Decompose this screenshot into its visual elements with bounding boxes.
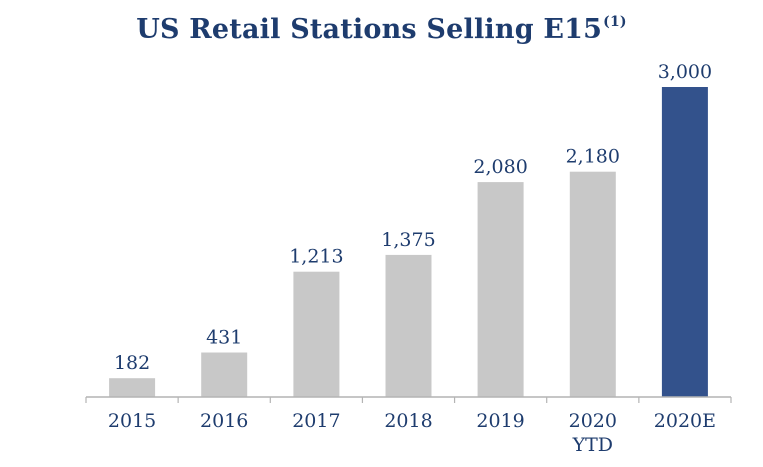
data-label: 1,375 — [381, 229, 435, 251]
bar-2018 — [385, 254, 432, 397]
x-tick-label: 2020 YTD — [569, 410, 617, 456]
x-tick-label: 2020E — [654, 410, 716, 432]
labels-layer: 182 2015 431 2016 1,213 2017 1,375 2018 2,080 201… — [108, 61, 716, 456]
chart-title-text: US Retail Stations Selling E15 — [136, 14, 603, 45]
bar-2020-ytd — [569, 171, 616, 397]
bars-layer — [109, 87, 708, 397]
bar-2015 — [109, 378, 156, 397]
chart-title: US Retail Stations Selling E15(1) — [0, 14, 763, 45]
data-label: 3,000 — [658, 61, 712, 83]
bar-2019 — [477, 182, 524, 397]
x-tick-label: 2019 — [476, 410, 524, 432]
axis-layer — [85, 396, 732, 403]
x-tick-label: 2015 — [108, 410, 156, 432]
bar-2016 — [201, 352, 248, 397]
data-label: 2,180 — [566, 146, 620, 168]
x-tick-label: 2018 — [384, 410, 432, 432]
data-label: 2,080 — [473, 156, 527, 178]
data-label: 431 — [206, 327, 242, 349]
data-label: 1,213 — [289, 246, 343, 268]
data-label: 182 — [114, 352, 150, 374]
bar-2017 — [293, 271, 340, 397]
x-tick-label: 2017 — [292, 410, 340, 432]
bar-2020e — [661, 87, 708, 397]
x-tick-label: 2016 — [200, 410, 248, 432]
chart-title-footnote: (1) — [603, 14, 627, 30]
